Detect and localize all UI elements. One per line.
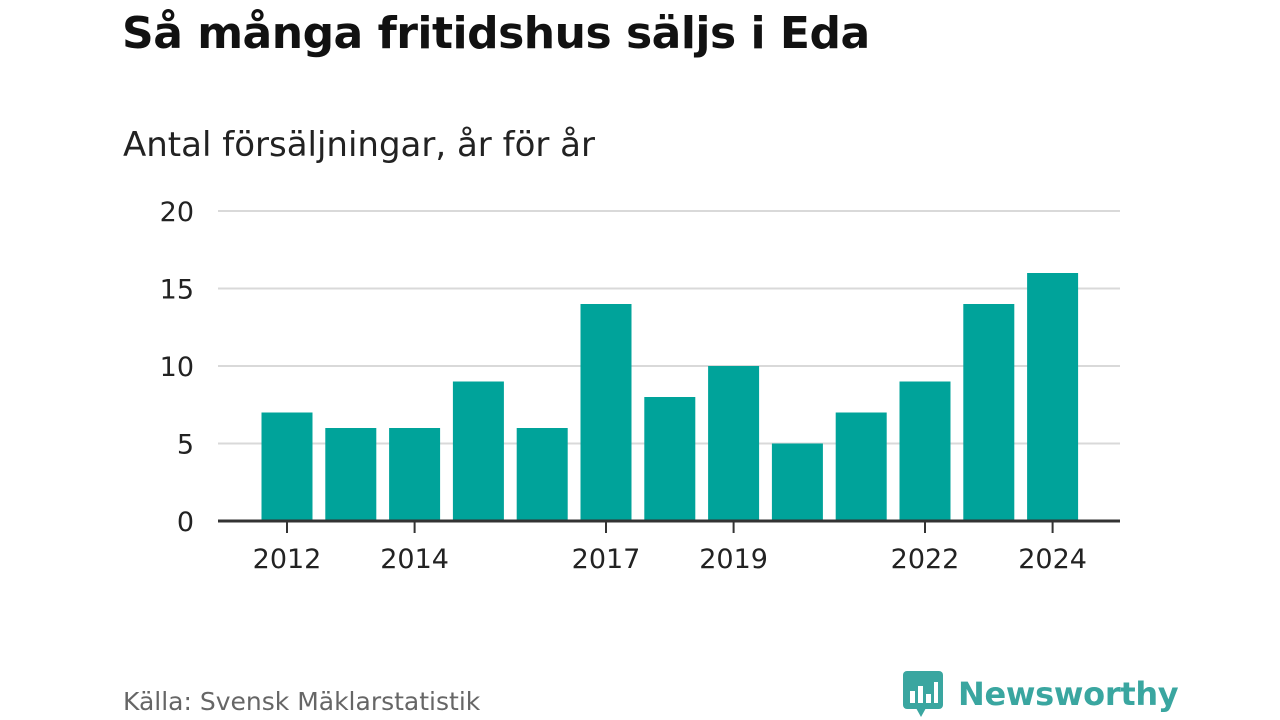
bar-2018 (644, 397, 696, 521)
x-tick-label: 2014 (380, 544, 449, 575)
chart-subtitle: Antal försäljningar, år för år (123, 125, 595, 165)
bar-2015 (452, 381, 504, 521)
bars (261, 273, 1079, 521)
x-axis-tick-labels: 2012 2014 2017 2019 2022 2024 (253, 544, 1087, 575)
x-tick-label: 2019 (699, 544, 768, 575)
newsworthy-brand[interactable]: Newsworthy (902, 670, 1179, 718)
y-tick-label: 10 (160, 352, 194, 383)
bar-2022 (899, 381, 951, 521)
bar-2021 (835, 412, 887, 521)
bar-2023 (963, 304, 1015, 521)
x-tick-label: 2012 (253, 544, 322, 575)
y-axis-tick-labels: 0 5 10 15 20 (160, 197, 194, 538)
y-tick-label: 0 (177, 507, 194, 538)
bar-2013 (325, 428, 377, 521)
y-tick-label: 15 (160, 275, 194, 306)
y-tick-label: 20 (160, 197, 194, 228)
source-note: Källa: Svensk Mäklarstatistik (123, 687, 481, 716)
chart-title: Så många fritidshus säljs i Eda (122, 8, 870, 59)
newsworthy-logo-icon (903, 671, 943, 717)
x-tick-label: 2024 (1018, 544, 1087, 575)
bar-2017 (580, 304, 632, 521)
bar-2019 (708, 366, 760, 521)
x-tick-label: 2022 (891, 544, 960, 575)
x-tick-label: 2017 (572, 544, 641, 575)
bar-2014 (389, 428, 441, 521)
bar-2016 (516, 428, 568, 521)
x-axis (218, 519, 1120, 533)
bar-2020 (771, 443, 823, 521)
bar-2024 (1027, 273, 1079, 521)
bar-2012 (261, 412, 313, 521)
brand-name: Newsworthy (958, 675, 1179, 713)
y-tick-label: 5 (177, 430, 194, 461)
